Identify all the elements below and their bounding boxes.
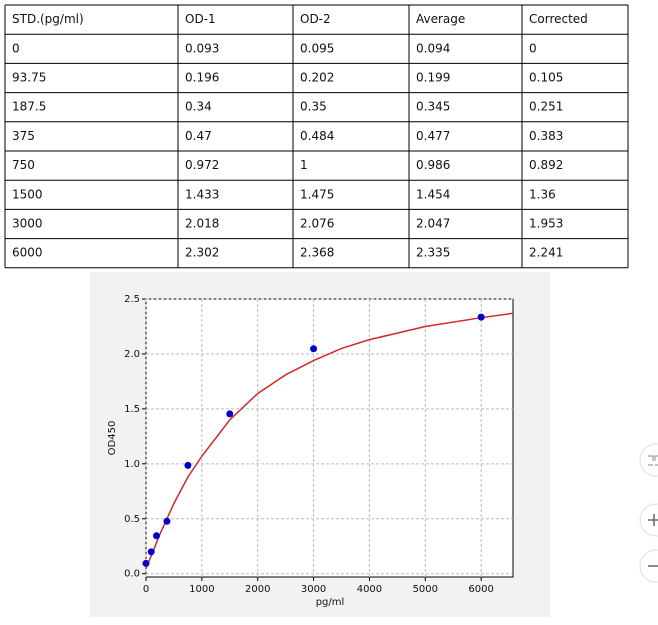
table-cell: 2.241 [529,246,563,260]
x-tick-label: 5000 [413,584,438,595]
table-cell: 0.972 [185,158,219,172]
header-cell: OD-2 [300,12,331,26]
table-cell: 0.093 [185,41,219,55]
x-tick-label: 1000 [189,584,214,595]
data-point [226,410,234,418]
table-cell: 0.196 [185,71,219,85]
table-cell: 1.953 [529,217,563,231]
y-tick-label: 1.0 [124,459,140,470]
table-cell: 0 [12,41,20,55]
table-cell: 0.47 [185,129,212,143]
table-cell: 0.34 [185,100,212,114]
table-cell: 1.433 [185,187,219,201]
table-cell: 750 [12,158,35,172]
header-cell: Corrected [529,12,588,26]
table-cell: 1.454 [416,187,450,201]
table-cell: 0.199 [416,71,450,85]
table-cell: 2.302 [185,246,219,260]
y-tick-label: 1.5 [124,404,140,415]
plot-area [145,298,514,578]
table-cell: 375 [12,129,35,143]
table-cell: 0.986 [416,158,450,172]
table-cell: 3000 [12,217,43,231]
x-axis-label: pg/ml [316,597,345,608]
y-axis-label: OD450 [107,421,118,456]
table-cell: 1.475 [300,187,334,201]
header-cell: Average [416,12,465,26]
data-point [147,548,155,556]
x-tick-label: 0 [143,584,149,595]
x-tick-label: 6000 [468,584,493,595]
table-cell: 0.105 [529,71,563,85]
y-tick-label: 0.0 [124,569,140,580]
y-tick-label: 2.5 [124,294,140,305]
table-cell: 0.345 [416,100,450,114]
data-point [477,313,485,321]
table-cell: 0.202 [300,71,334,85]
table-cell: 0.251 [529,100,563,114]
table: STD.(pg/ml) OD-1 OD-2 Average Corrected 0 0.09… [4,4,629,269]
collapse-button[interactable] [639,443,658,477]
table-cell: 0.477 [416,129,450,143]
data-point [163,517,171,525]
collapse-icon [648,455,658,466]
y-tick-label: 0.5 [124,514,140,525]
data-point [142,559,150,567]
table-cell: 0.383 [529,129,563,143]
table-cell: 0 [529,41,537,55]
table-cell: 2.047 [416,217,450,231]
table-cell: 0.094 [416,41,450,55]
table-cell: 2.076 [300,217,334,231]
plus-icon [648,514,658,526]
table-cell: 1 [300,158,308,172]
table-cell: 2.018 [185,217,219,231]
table-cell: 2.335 [416,246,450,260]
table-cell: 93.75 [12,71,46,85]
table-cell: 1.36 [529,187,556,201]
data-point [184,461,192,469]
table-cell: 2.368 [300,246,334,260]
header-cell: STD.(pg/ml) [12,12,84,26]
chart: 0.0 0.5 1.0 1.5 2.0 2.5 0 1000 2000 3000 4000 5000 6… [124,294,514,595]
x-tick-label: 4000 [357,584,382,595]
table-cell: 0.35 [300,100,327,114]
x-tick-label: 2000 [245,584,270,595]
data-point [152,532,160,540]
data-point [310,345,318,353]
table-cell: 0.892 [529,158,563,172]
table-cell: 0.484 [300,129,334,143]
table-cell: 0.095 [300,41,334,55]
x-tick-label: 3000 [301,584,326,595]
table-cell: 187.5 [12,100,46,114]
y-tick-label: 2.0 [124,349,140,360]
table-cell: 6000 [12,246,43,260]
side-buttons [639,443,658,583]
header-cell: OD-1 [185,12,216,26]
table-cell: 1500 [12,187,43,201]
